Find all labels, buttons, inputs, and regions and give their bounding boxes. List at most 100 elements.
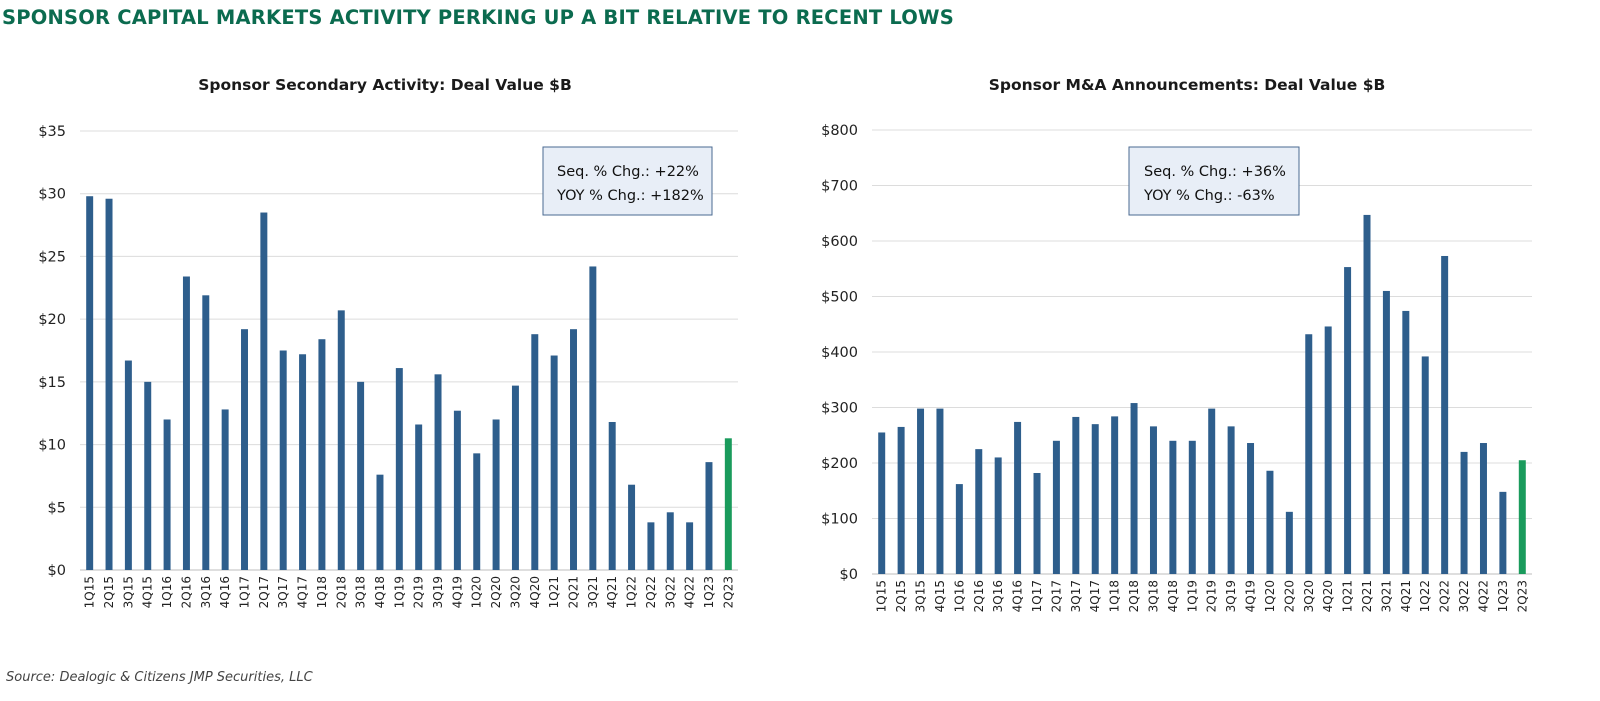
- y-tick-label: $100: [821, 512, 858, 528]
- bar-1Q16: [955, 484, 963, 574]
- x-tick-label: 3Q20: [1302, 580, 1316, 612]
- x-tick-label: 1Q18: [315, 576, 329, 608]
- bar-1Q22: [628, 484, 636, 570]
- bar-3Q22: [1460, 451, 1468, 574]
- bar-2Q20: [1285, 511, 1293, 574]
- annotation-seq-change: Seq. % Chg.: +36%: [1144, 164, 1286, 180]
- bar-3Q18: [357, 381, 365, 570]
- x-tick-label: 2Q17: [1049, 580, 1063, 612]
- bar-2Q22: [647, 522, 655, 570]
- bar-4Q15: [144, 381, 152, 570]
- x-tick-label: 4Q21: [605, 576, 619, 608]
- x-tick-label: 4Q16: [218, 576, 232, 608]
- bar-1Q17: [241, 329, 248, 570]
- x-tick-label: 4Q15: [141, 576, 155, 608]
- bar-1Q19: [395, 368, 403, 570]
- bar-3Q17: [1072, 416, 1080, 574]
- x-tick-label: 2Q16: [179, 576, 193, 608]
- y-tick-label: $800: [821, 123, 858, 139]
- y-tick-label: $500: [821, 290, 858, 306]
- annotation-yoy-change: YOY % Chg.: -63%: [1143, 188, 1275, 204]
- bar-2Q18: [1130, 403, 1138, 574]
- bar-3Q20: [511, 385, 519, 570]
- x-tick-label: 4Q20: [528, 576, 542, 608]
- bar-2Q18: [337, 310, 345, 570]
- bar-3Q15: [124, 360, 132, 570]
- x-tick-label: 2Q17: [257, 576, 271, 608]
- bar-4Q21: [608, 421, 616, 570]
- y-tick-label: $15: [38, 375, 66, 391]
- bar-4Q16: [221, 409, 229, 570]
- x-tick-label: 1Q19: [392, 576, 406, 608]
- x-tick-label: 3Q17: [276, 576, 290, 608]
- bar-4Q16: [1014, 421, 1022, 574]
- bar-4Q15: [936, 408, 944, 574]
- x-tick-label: 2Q23: [1515, 580, 1529, 612]
- bar-3Q21: [1382, 290, 1390, 574]
- x-tick-label: 3Q19: [1224, 580, 1238, 612]
- bar-2Q19: [1208, 408, 1216, 574]
- bar-3Q21: [589, 266, 597, 570]
- bar-3Q19: [1227, 426, 1235, 574]
- bar-4Q18: [1169, 440, 1177, 574]
- x-tick-label: 3Q18: [1146, 580, 1160, 612]
- bar-3Q17: [279, 350, 287, 570]
- bar-3Q19: [434, 374, 442, 570]
- bar-1Q20: [473, 453, 481, 570]
- bar-4Q20: [1324, 326, 1332, 574]
- y-tick-label: $25: [38, 249, 66, 265]
- x-tick-label: 4Q17: [296, 576, 310, 608]
- x-tick-label: 1Q23: [1496, 580, 1510, 612]
- x-tick-label: 3Q22: [1457, 580, 1471, 612]
- y-tick-label: $0: [48, 563, 66, 579]
- x-tick-label: 2Q22: [644, 576, 658, 608]
- x-tick-label: 3Q22: [663, 576, 677, 608]
- bar-1Q20: [1266, 470, 1274, 574]
- bar-1Q21: [550, 355, 558, 570]
- chart-title: Sponsor M&A Announcements: Deal Value $B: [989, 76, 1386, 94]
- bar-3Q18: [1149, 426, 1157, 574]
- bar-4Q21: [1402, 310, 1410, 574]
- bar-4Q17: [1091, 424, 1099, 574]
- y-tick-label: $30: [38, 187, 66, 203]
- bar-1Q17: [1033, 472, 1041, 574]
- y-tick-label: $200: [821, 456, 858, 472]
- source-note: Source: Dealogic & Citizens JMP Securiti…: [6, 670, 313, 685]
- x-tick-label: 1Q18: [1108, 580, 1122, 612]
- bar-2Q16: [975, 449, 983, 575]
- x-tick-label: 2Q21: [1360, 580, 1374, 612]
- bar-2Q21: [1363, 214, 1371, 575]
- x-tick-label: 1Q19: [1185, 580, 1199, 612]
- bar-3Q15: [917, 408, 925, 574]
- x-tick-label: 4Q19: [1244, 580, 1258, 612]
- x-tick-label: 3Q16: [991, 580, 1005, 612]
- secondary-activity-chart: Sponsor Secondary Activity: Deal Value $…: [38, 76, 738, 608]
- x-axis-tick-labels: 1Q15 2Q15 3Q15 4Q15 1Q16 2Q16 3Q16 4Q16 1Q17 2Q17…: [875, 580, 1530, 612]
- bar-1Q15: [878, 432, 886, 574]
- x-tick-label: 2Q22: [1438, 580, 1452, 612]
- y-axis-tick-labels: $0 $5 $10 $15 $20 $25 $30 $35: [38, 124, 66, 579]
- x-tick-label: 2Q19: [412, 576, 426, 608]
- x-tick-label: 4Q16: [1011, 580, 1025, 612]
- x-tick-label: 1Q22: [625, 576, 639, 608]
- bar-1Q23: [705, 462, 713, 570]
- bar-2Q15: [105, 198, 113, 571]
- y-tick-label: $10: [38, 438, 66, 454]
- bar-1Q22: [1421, 356, 1429, 574]
- x-tick-label: 2Q19: [1205, 580, 1219, 612]
- x-tick-label: 3Q18: [354, 576, 368, 608]
- bar-4Q18: [376, 474, 384, 570]
- y-tick-label: $35: [38, 124, 66, 140]
- change-annotation-box: Seq. % Chg.: +36% YOY % Chg.: -63%: [1128, 146, 1300, 216]
- x-tick-label: 1Q17: [238, 576, 252, 608]
- annotation-seq-change: Seq. % Chg.: +22%: [557, 164, 699, 180]
- bar-2Q16: [182, 276, 190, 570]
- x-tick-label: 4Q21: [1399, 580, 1413, 612]
- annotation-box-background: [542, 146, 713, 216]
- bar-1Q15: [86, 196, 94, 570]
- chart-title: Sponsor Secondary Activity: Deal Value $…: [198, 76, 572, 94]
- bar-3Q16: [202, 295, 210, 570]
- x-tick-label: 3Q17: [1069, 580, 1083, 612]
- x-tick-label: 1Q20: [470, 576, 484, 608]
- x-tick-label: 3Q15: [914, 580, 928, 612]
